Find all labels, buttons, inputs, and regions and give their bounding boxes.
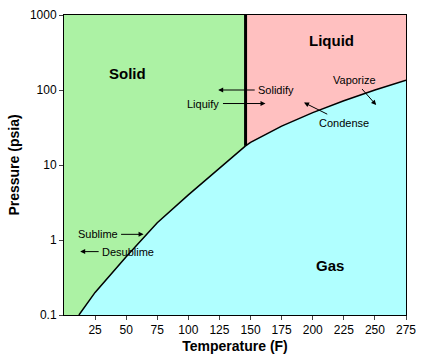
svg-text:175: 175 [272, 323, 292, 337]
svg-text:0.1: 0.1 [40, 308, 57, 322]
svg-text:Solidify: Solidify [258, 84, 294, 96]
svg-text:Gas: Gas [316, 257, 344, 274]
svg-text:Temperature (F): Temperature (F) [182, 338, 288, 354]
svg-text:Sublime: Sublime [78, 228, 118, 240]
svg-text:100: 100 [178, 323, 198, 337]
svg-text:Solid: Solid [109, 65, 146, 82]
svg-text:150: 150 [241, 323, 261, 337]
svg-text:125: 125 [209, 323, 229, 337]
svg-text:200: 200 [303, 323, 323, 337]
svg-text:Pressure (psia): Pressure (psia) [6, 114, 22, 215]
svg-text:250: 250 [365, 323, 385, 337]
svg-text:1: 1 [50, 233, 57, 247]
svg-text:75: 75 [151, 323, 165, 337]
svg-text:225: 225 [334, 323, 354, 337]
svg-text:100: 100 [37, 83, 57, 97]
svg-text:Desublime: Desublime [102, 246, 154, 258]
svg-text:Condense: Condense [319, 117, 369, 129]
svg-text:Vaporize: Vaporize [333, 74, 376, 86]
svg-text:Liquid: Liquid [309, 32, 354, 49]
svg-text:275: 275 [396, 323, 416, 337]
svg-text:1000: 1000 [30, 8, 57, 22]
svg-text:10: 10 [43, 158, 57, 172]
svg-text:50: 50 [120, 323, 134, 337]
svg-text:25: 25 [88, 323, 102, 337]
svg-text:Liquify: Liquify [187, 98, 219, 110]
